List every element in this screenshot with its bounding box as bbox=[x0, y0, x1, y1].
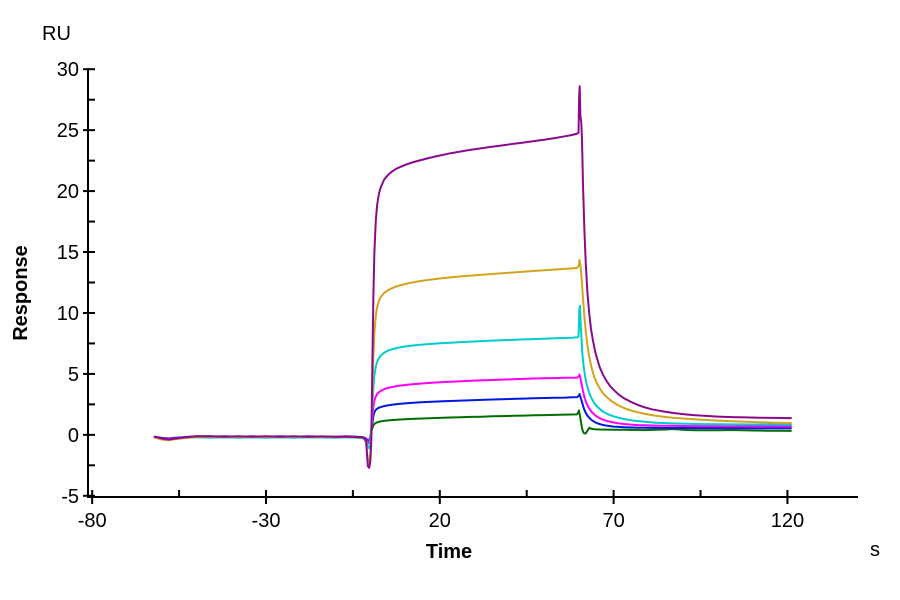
y-tick-label: 0 bbox=[68, 425, 79, 447]
series-line-purple bbox=[153, 85, 792, 469]
y-tick-label: 25 bbox=[57, 120, 79, 142]
y-tick-label: -5 bbox=[61, 486, 79, 508]
x-axis-title: Time bbox=[425, 541, 473, 563]
x-tick-label: 120 bbox=[771, 510, 804, 532]
y-axis-unit-label: RU bbox=[42, 23, 71, 45]
y-tick-label: 30 bbox=[57, 59, 79, 81]
x-tick-label: -30 bbox=[252, 510, 281, 532]
x-tick-label: 20 bbox=[429, 510, 451, 532]
y-tick-label: 20 bbox=[57, 181, 79, 203]
series-line-gold bbox=[153, 259, 792, 464]
x-tick-label: 70 bbox=[602, 510, 624, 532]
y-tick-label: 10 bbox=[57, 303, 79, 325]
series-line-magenta bbox=[153, 373, 792, 445]
x-tick-label: -80 bbox=[78, 510, 107, 532]
y-tick-label: 5 bbox=[68, 364, 79, 386]
x-axis-unit-label: s bbox=[870, 539, 880, 561]
y-tick-label: 15 bbox=[57, 242, 79, 264]
